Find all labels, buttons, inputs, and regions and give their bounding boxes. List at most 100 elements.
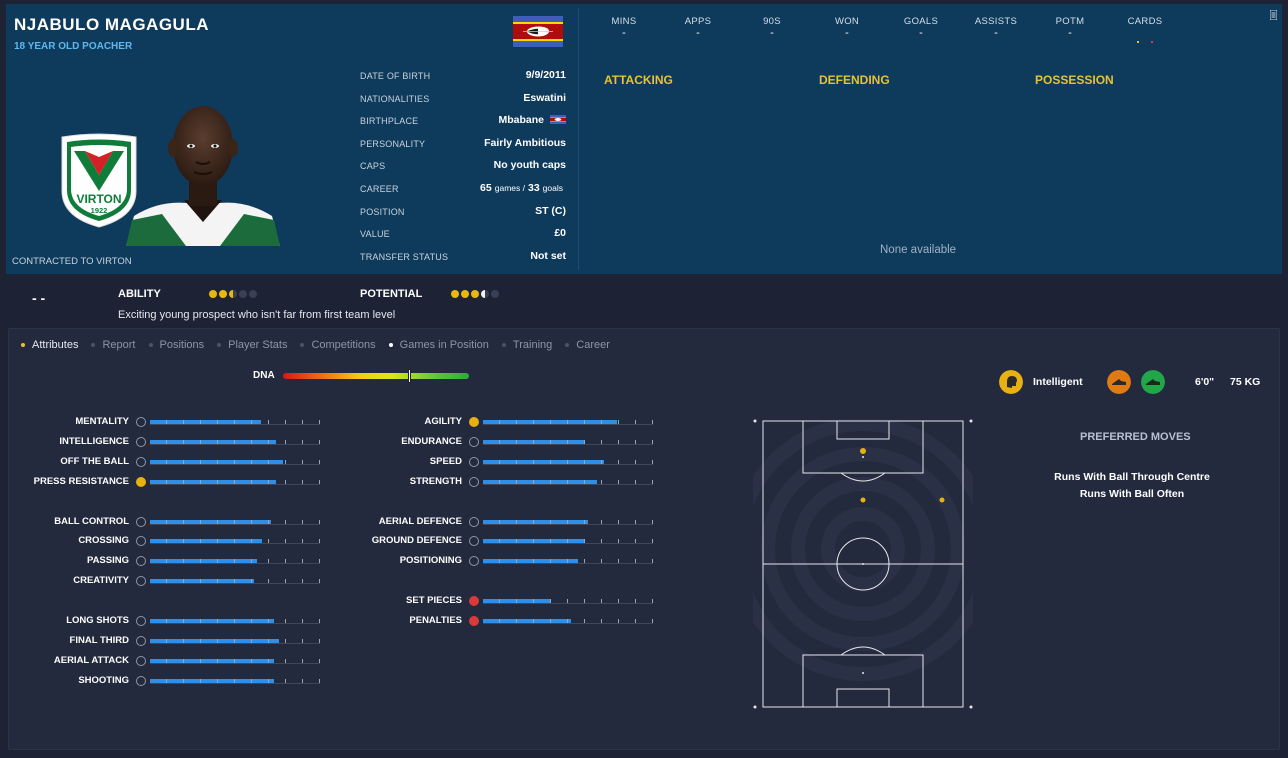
attribute-row[interactable]: AGILITY xyxy=(9,413,658,433)
attribute-row[interactable]: MENTALITY xyxy=(9,413,325,433)
star-icon xyxy=(491,290,499,298)
preferred-move: Runs With Ball Through Centre xyxy=(1054,471,1210,483)
tab-attributes[interactable]: Attributes xyxy=(21,339,78,351)
attribute-trend-icon xyxy=(469,556,479,567)
attribute-row[interactable]: PRESS RESISTANCE xyxy=(9,473,325,493)
stat-apps: APPS - xyxy=(684,16,712,39)
attribute-bar xyxy=(483,599,653,605)
ability-label: ABILITY xyxy=(118,288,161,300)
attribute-bar xyxy=(483,459,653,465)
tab-player-stats[interactable]: Player Stats xyxy=(217,339,287,351)
attribute-label: LONG SHOTS xyxy=(66,615,129,626)
attribute-trend-icon xyxy=(469,476,479,487)
attribute-trend-icon xyxy=(136,655,146,666)
attribute-bar xyxy=(483,619,653,624)
attribute-bar xyxy=(150,658,320,664)
career-goals-label: goals xyxy=(542,182,563,193)
attribute-bar-ticks xyxy=(150,420,320,425)
player-subtitle: 18 YEAR OLD POACHER xyxy=(14,41,133,52)
star-icon xyxy=(239,290,247,298)
tab-report[interactable]: Report xyxy=(91,339,136,351)
attribute-row[interactable]: BALL CONTROL xyxy=(9,513,325,533)
info-label: PERSONALITY xyxy=(360,138,426,149)
attribute-row[interactable]: GROUND DEFENCE xyxy=(9,532,658,552)
attribute-label: SPEED xyxy=(429,455,462,467)
info-row-nationality: NATIONALITIES Eswatini xyxy=(360,89,566,112)
attribute-bar-ticks xyxy=(483,559,653,565)
right-boot-icon xyxy=(1141,370,1165,394)
attribute-row[interactable]: ENDURANCE xyxy=(9,433,658,453)
attribute-bar xyxy=(150,579,320,585)
attribute-bar-ticks xyxy=(483,439,653,445)
attribute-bar-ticks xyxy=(483,539,653,545)
attribute-bar xyxy=(483,479,653,485)
attribute-bar-ticks xyxy=(150,479,320,485)
attribute-row[interactable]: PASSING xyxy=(9,552,325,572)
preferred-move: Runs With Ball Often xyxy=(1079,488,1185,500)
attribute-label: BALL CONTROL xyxy=(54,515,129,527)
header-divider xyxy=(578,8,579,270)
star-icon xyxy=(229,290,237,298)
info-value[interactable]: Eswatini xyxy=(523,91,566,104)
attribute-label: PENALTIES xyxy=(409,615,462,626)
attribute-bar xyxy=(150,459,320,465)
stat-assists: ASSISTS - xyxy=(974,16,1018,39)
attribute-row[interactable]: SPEED xyxy=(9,453,658,473)
info-row-dob: DATE OF BIRTH 9/9/2011 xyxy=(360,66,566,89)
dna-label: DNA xyxy=(253,370,275,381)
tab-competitions[interactable]: Competitions xyxy=(300,339,376,351)
player-name[interactable]: NJABULO MAGAGULA xyxy=(14,15,209,34)
attribute-bar-ticks xyxy=(150,439,320,445)
info-label: BIRTHPLACE xyxy=(360,116,419,127)
info-row-birthplace: BIRTHPLACE Mbabane xyxy=(360,111,566,134)
potential-stars xyxy=(451,290,499,298)
attribute-bar xyxy=(150,439,320,445)
info-row-value: VALUE £0 xyxy=(360,224,566,247)
attribute-bar xyxy=(483,519,653,525)
tab-career[interactable]: Career xyxy=(565,339,610,351)
attribute-trend-icon xyxy=(136,675,146,686)
attribute-row[interactable]: INTELLIGENCE xyxy=(9,433,325,453)
contract-status[interactable]: CONTRACTED TO VIRTON xyxy=(12,256,132,267)
tab-positions[interactable]: Positions xyxy=(148,339,204,351)
attribute-row[interactable]: SET PIECES xyxy=(9,592,658,612)
attribute-row[interactable]: SHOOTING xyxy=(9,672,325,692)
attribute-row[interactable]: AERIAL ATTACK xyxy=(9,652,325,672)
attribute-row[interactable]: FINAL THIRD xyxy=(9,632,325,652)
info-row-personality: PERSONALITY Fairly Ambitious xyxy=(360,134,566,157)
stat-mins: MINS - xyxy=(611,16,637,39)
attribute-row[interactable]: PENALTIES xyxy=(9,612,658,632)
attribute-row[interactable]: AERIAL DEFENCE xyxy=(9,513,658,533)
info-label: NATIONALITIES xyxy=(360,93,430,104)
attribute-bar-ticks xyxy=(150,638,320,644)
attribute-row[interactable]: STRENGTH xyxy=(9,473,658,493)
birthplace-text[interactable]: Mbabane xyxy=(498,114,544,127)
star-icon xyxy=(209,290,217,298)
attribute-bar xyxy=(483,439,653,445)
info-value: 65 games /33 goals xyxy=(480,182,566,194)
menu-icon[interactable] xyxy=(1270,10,1277,20)
tab-training[interactable]: Training xyxy=(501,339,552,351)
info-value: Fairly Ambitious xyxy=(484,136,566,149)
attribute-trend-icon xyxy=(136,417,146,427)
tab-games-in-position[interactable]: Games in Position xyxy=(388,339,489,351)
cards-indicator xyxy=(1131,30,1159,48)
info-value: £0 xyxy=(554,227,566,240)
club-badge-icon[interactable]: VIRTON 1922 xyxy=(58,131,140,229)
attributes-panel: Attributes Report Positions Player Stats… xyxy=(8,328,1280,750)
preferred-moves-title: PREFERRED MOVES xyxy=(1080,431,1191,443)
attribute-bar-ticks xyxy=(483,619,653,624)
attribute-row[interactable]: OFF THE BALL xyxy=(9,453,325,473)
info-value: Not set xyxy=(530,249,566,262)
attribute-row[interactable]: CREATIVITY xyxy=(9,572,325,592)
trait-intelligent: Intelligent xyxy=(1033,376,1083,388)
attribute-row[interactable]: POSITIONING xyxy=(9,552,658,572)
info-label: CAPS xyxy=(360,161,386,172)
info-row-caps: CAPS No youth caps xyxy=(360,156,566,179)
career-goals: 33 xyxy=(527,181,540,194)
attribute-row[interactable]: CROSSING xyxy=(9,532,325,552)
attribute-trend-icon xyxy=(136,436,146,447)
attribute-row[interactable]: LONG SHOTS xyxy=(9,612,325,632)
attribute-label: ENDURANCE xyxy=(401,435,462,447)
attribute-trend-icon xyxy=(469,596,479,607)
